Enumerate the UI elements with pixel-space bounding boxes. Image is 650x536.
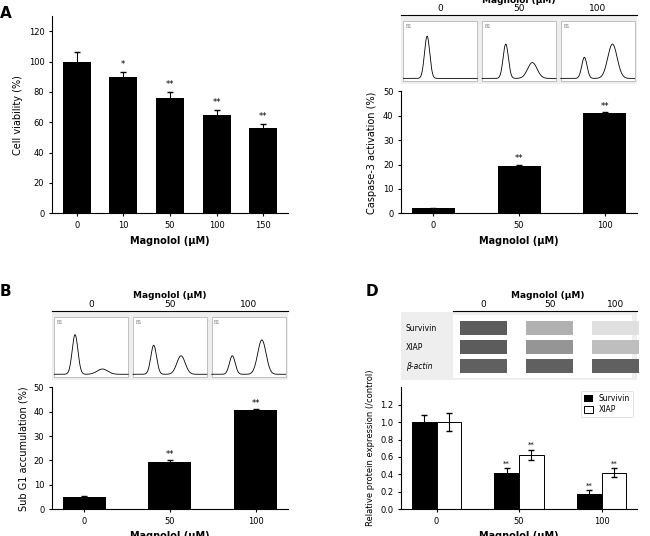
Text: B1: B1 xyxy=(484,24,491,29)
Text: **: ** xyxy=(528,442,535,448)
Text: 0: 0 xyxy=(88,300,94,309)
Text: 50: 50 xyxy=(544,300,556,309)
Text: **: ** xyxy=(503,460,510,466)
Text: 50: 50 xyxy=(514,4,525,13)
Text: 0: 0 xyxy=(437,4,443,13)
Text: **: ** xyxy=(252,399,260,408)
Text: A: A xyxy=(0,6,12,21)
Text: *: * xyxy=(121,60,125,69)
Text: **: ** xyxy=(213,98,221,107)
FancyBboxPatch shape xyxy=(453,315,632,378)
Text: B1: B1 xyxy=(406,24,412,29)
Bar xyxy=(494,473,519,509)
X-axis label: Magnolol (μM): Magnolol (μM) xyxy=(479,235,559,245)
Y-axis label: Caspase-3 activation (%): Caspase-3 activation (%) xyxy=(367,91,377,213)
Text: **: ** xyxy=(601,102,609,111)
X-axis label: Magnolol (μM): Magnolol (μM) xyxy=(479,531,559,536)
Text: B1: B1 xyxy=(57,320,63,325)
FancyBboxPatch shape xyxy=(460,322,507,335)
Text: Magnolol (μM): Magnolol (μM) xyxy=(482,0,556,5)
FancyBboxPatch shape xyxy=(212,317,285,377)
Text: **: ** xyxy=(166,450,174,459)
FancyBboxPatch shape xyxy=(592,359,640,373)
Text: **: ** xyxy=(515,154,523,163)
Bar xyxy=(601,473,627,509)
Text: 100: 100 xyxy=(607,300,625,309)
Bar xyxy=(437,422,461,509)
Bar xyxy=(62,62,91,213)
Bar xyxy=(203,115,231,213)
FancyBboxPatch shape xyxy=(482,21,556,81)
Text: B: B xyxy=(0,284,12,299)
Text: 0: 0 xyxy=(481,300,487,309)
Bar xyxy=(62,497,105,509)
Text: B1: B1 xyxy=(563,24,569,29)
Text: **: ** xyxy=(166,80,174,89)
Bar xyxy=(148,461,191,509)
Text: D: D xyxy=(366,284,378,299)
FancyBboxPatch shape xyxy=(526,340,573,354)
Y-axis label: Relative protein expression (/control): Relative protein expression (/control) xyxy=(366,370,374,526)
Bar xyxy=(584,113,627,213)
FancyBboxPatch shape xyxy=(55,317,128,377)
Text: 50: 50 xyxy=(164,300,176,309)
Text: Magnolol (μM): Magnolol (μM) xyxy=(511,292,584,301)
FancyBboxPatch shape xyxy=(526,359,573,373)
FancyBboxPatch shape xyxy=(460,359,507,373)
Text: XIAP: XIAP xyxy=(406,343,423,352)
FancyBboxPatch shape xyxy=(460,340,507,354)
Text: Survivin: Survivin xyxy=(406,324,437,333)
Text: B1: B1 xyxy=(135,320,142,325)
FancyBboxPatch shape xyxy=(404,21,477,81)
Bar xyxy=(109,77,137,213)
Text: 100: 100 xyxy=(240,300,257,309)
Y-axis label: Cell viability (%): Cell viability (%) xyxy=(13,75,23,155)
X-axis label: Magnolol (μM): Magnolol (μM) xyxy=(130,531,210,536)
Legend: Survivin, XIAP: Survivin, XIAP xyxy=(580,391,633,418)
Text: 100: 100 xyxy=(589,4,606,13)
Text: **: ** xyxy=(610,460,617,466)
Text: **: ** xyxy=(259,112,267,121)
X-axis label: Magnolol (μM): Magnolol (μM) xyxy=(130,235,210,245)
FancyBboxPatch shape xyxy=(526,322,573,335)
Text: C: C xyxy=(366,0,377,3)
Bar xyxy=(577,494,601,509)
FancyBboxPatch shape xyxy=(561,21,634,81)
Bar xyxy=(156,98,184,213)
Bar xyxy=(412,422,437,509)
Text: β-actin: β-actin xyxy=(406,362,432,370)
FancyBboxPatch shape xyxy=(592,340,640,354)
Bar xyxy=(249,128,277,213)
Bar xyxy=(519,455,544,509)
Text: Magnolol (μM): Magnolol (μM) xyxy=(133,292,207,301)
Bar xyxy=(412,209,455,213)
Text: B1: B1 xyxy=(214,320,220,325)
Bar xyxy=(498,166,541,213)
Y-axis label: Sub G1 accumulation (%): Sub G1 accumulation (%) xyxy=(18,386,28,511)
Bar xyxy=(234,411,277,509)
FancyBboxPatch shape xyxy=(592,322,640,335)
Text: **: ** xyxy=(586,482,593,488)
FancyBboxPatch shape xyxy=(133,317,207,377)
